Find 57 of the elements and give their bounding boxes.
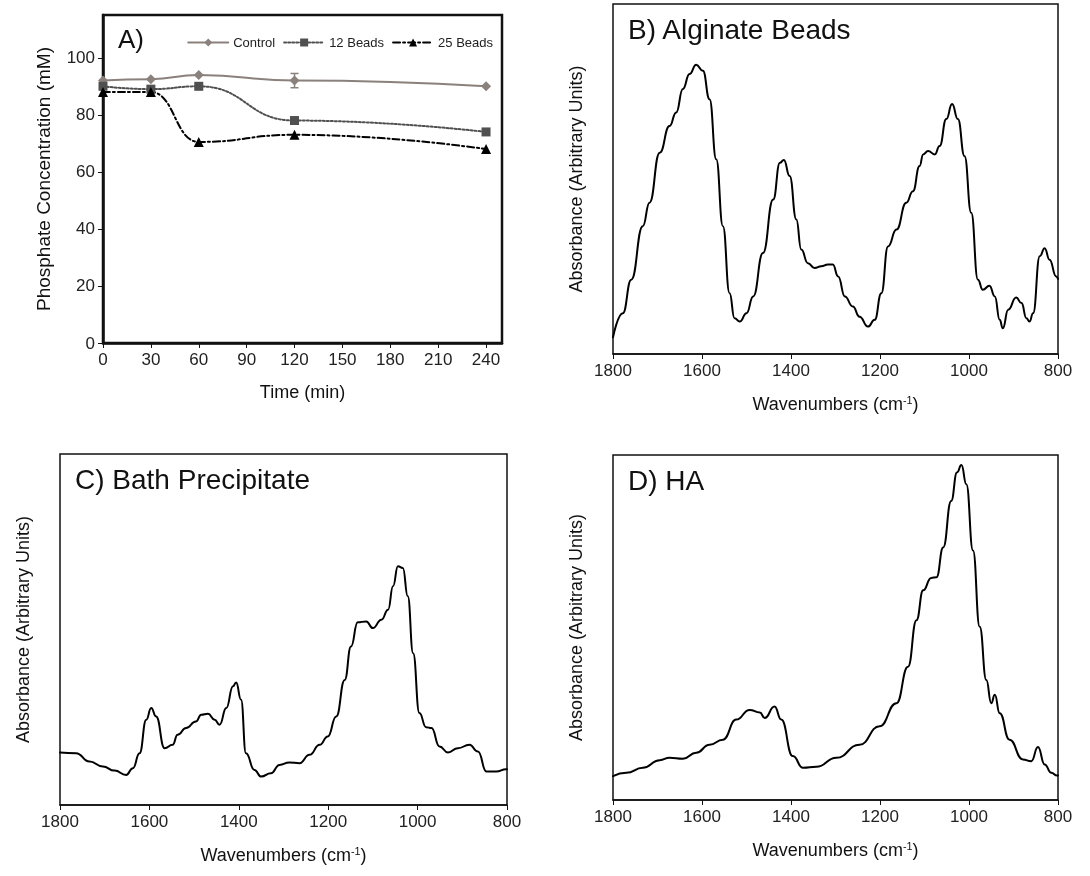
x-tick-label: 1800 <box>41 812 79 831</box>
legend-label: 12 Beads <box>329 35 385 50</box>
chart-title: A) <box>118 24 144 54</box>
y-axis-title: Absorbance (Arbitrary Units) <box>566 65 586 293</box>
x-tick-label: 150 <box>328 350 357 369</box>
x-tick-label: 800 <box>1043 361 1073 380</box>
y-tick-label: 20 <box>76 276 95 296</box>
x-axis-title: Time (min) <box>259 382 346 402</box>
chart-title: B) Alginate Beads <box>628 13 851 45</box>
point <box>145 87 156 98</box>
y-tick-label: 80 <box>76 105 95 125</box>
y-axis-title: Absorbance (Arbitrary Units) <box>13 515 33 744</box>
chart-title: D) HA <box>628 464 705 496</box>
x-tick-label: 1200 <box>861 807 899 826</box>
x-tick-label: 1800 <box>594 361 632 380</box>
x-tick-label: 1800 <box>594 807 632 826</box>
y-axis-title: Absorbance (Arbitrary Units) <box>566 513 586 742</box>
y-axis-title: Phosphate Concentration (mM) <box>33 46 54 312</box>
legend-label: Control <box>233 35 276 50</box>
y-tick-label: 100 <box>66 48 95 68</box>
point <box>481 81 492 92</box>
x-tick-label: 1000 <box>950 361 988 380</box>
y-tick-label: 0 <box>85 333 95 353</box>
y-tick-label: 60 <box>76 162 95 182</box>
x-tick-label: 30 <box>141 350 161 369</box>
y-tick-label: 40 <box>76 219 95 239</box>
point <box>194 81 204 91</box>
x-tick-label: 1600 <box>683 807 721 826</box>
x-tick-label: 1400 <box>772 807 810 826</box>
x-tick-label: 1600 <box>683 361 721 380</box>
x-tick-label: 800 <box>492 812 522 831</box>
point <box>289 129 300 140</box>
x-tick-label: 240 <box>471 350 501 369</box>
x-tick-label: 1200 <box>309 812 348 831</box>
point <box>98 81 108 91</box>
x-tick-label: 1400 <box>219 812 258 831</box>
point <box>481 127 491 137</box>
x-tick-label: 800 <box>1043 807 1073 826</box>
x-tick-label: 60 <box>189 350 209 369</box>
x-tick-label: 180 <box>376 350 405 369</box>
point <box>290 116 300 126</box>
point <box>193 136 204 147</box>
point <box>98 87 108 98</box>
point <box>481 144 492 155</box>
point <box>193 69 204 80</box>
legend-label: 25 Beads <box>438 35 494 50</box>
x-tick-label: 210 <box>423 350 453 369</box>
x-tick-label: 1200 <box>861 361 899 380</box>
x-tick-label: 1400 <box>772 361 810 380</box>
x-tick-label: 90 <box>237 350 257 369</box>
chart-title: C) Bath Precipitate <box>75 463 310 495</box>
x-tick-label: 120 <box>280 350 309 369</box>
point <box>145 74 156 85</box>
x-tick-label: 1600 <box>130 812 169 831</box>
x-tick-label: 1000 <box>950 807 988 826</box>
x-tick-label: 0 <box>98 350 108 369</box>
x-tick-label: 1000 <box>398 812 437 831</box>
